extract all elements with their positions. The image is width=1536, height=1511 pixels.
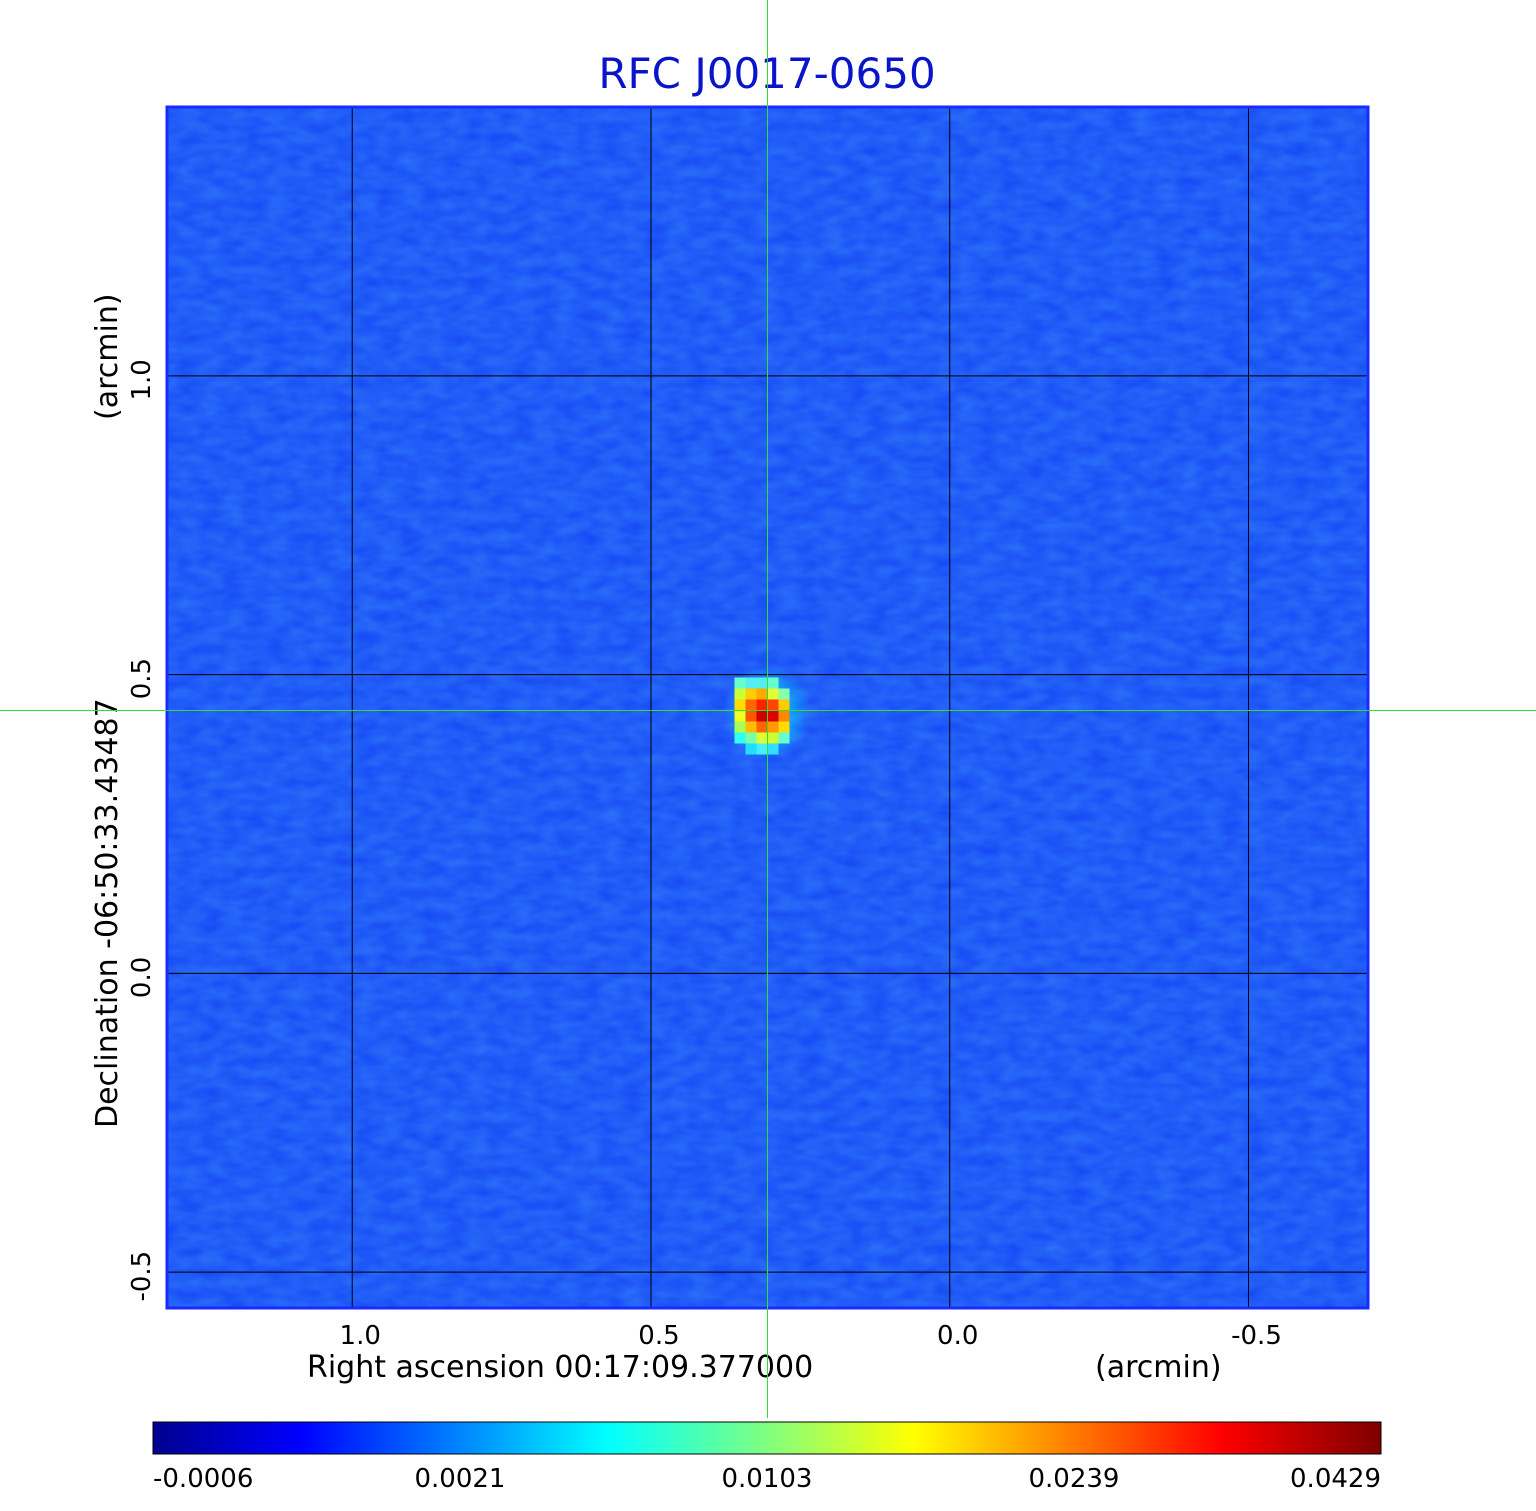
source-pixel	[745, 732, 757, 744]
source-pixel	[734, 677, 746, 689]
colorbar-tick-label: 0.0239	[1029, 1464, 1120, 1494]
source-pixel	[756, 677, 768, 689]
y-tick-label: -0.5	[127, 1251, 157, 1302]
y-axis-unit: (arcmin)	[90, 293, 125, 420]
colorbar-tick-label: 0.0021	[415, 1464, 506, 1494]
y-tick-label: 1.0	[127, 359, 157, 400]
source-pixel	[734, 710, 746, 722]
source-pixel	[756, 710, 768, 722]
source-pixel	[756, 688, 768, 700]
source-pixel	[734, 732, 746, 744]
source-pixel	[745, 677, 757, 689]
source-pixel	[745, 743, 757, 755]
colorbar-tick-label: 0.0429	[1290, 1464, 1381, 1494]
y-axis-label: Declination -06:50:33.43487	[90, 698, 125, 1128]
y-tick-label: 0.0	[127, 957, 157, 998]
source-pixel	[734, 699, 746, 711]
source-pixel	[745, 688, 757, 700]
source-pixel	[767, 699, 779, 711]
source-pixel	[778, 699, 790, 711]
source-pixel	[767, 721, 779, 733]
source-pixel	[767, 677, 779, 689]
source-pixel	[778, 732, 790, 744]
source-pixel	[734, 688, 746, 700]
source-pixel	[767, 743, 779, 755]
x-tick-label: -0.5	[1231, 1321, 1282, 1351]
source-pixel	[778, 688, 790, 700]
colorbar-gradient	[152, 1421, 1382, 1455]
colorbar-tick-label: -0.0006	[153, 1464, 253, 1494]
source-pixel	[756, 743, 768, 755]
colorbar-tick-labels: -0.0006 0.0021 0.0103 0.0239 0.0429	[153, 1464, 1381, 1494]
source-pixel	[767, 710, 779, 722]
source-pixel	[745, 699, 757, 711]
colorbar-tick-label: 0.0103	[722, 1464, 813, 1494]
x-axis-unit: (arcmin)	[1095, 1350, 1222, 1385]
source-pixel	[745, 721, 757, 733]
source-pixel	[756, 732, 768, 744]
colorbar: -0.0006 0.0021 0.0103 0.0239 0.0429	[152, 1421, 1382, 1494]
source-pixel	[745, 710, 757, 722]
source-pixel	[767, 688, 779, 700]
y-tick-labels: 1.0 0.5 0.0 -0.5	[127, 359, 157, 1301]
source-pixel	[734, 721, 746, 733]
source-pixel	[778, 721, 790, 733]
x-axis-label: Right ascension 00:17:09.377000	[307, 1350, 813, 1385]
source-pixel	[778, 710, 790, 722]
x-tick-label: 1.0	[340, 1321, 381, 1351]
x-tick-label: 0.0	[937, 1321, 978, 1351]
x-tick-labels: 1.0 0.5 0.0 -0.5	[340, 1321, 1282, 1351]
source-pixel	[767, 732, 779, 744]
crosshair	[0, 0, 1536, 1418]
x-tick-label: 0.5	[638, 1321, 679, 1351]
source-pixel	[756, 721, 768, 733]
y-tick-label: 0.5	[127, 658, 157, 699]
source-pixel	[756, 699, 768, 711]
